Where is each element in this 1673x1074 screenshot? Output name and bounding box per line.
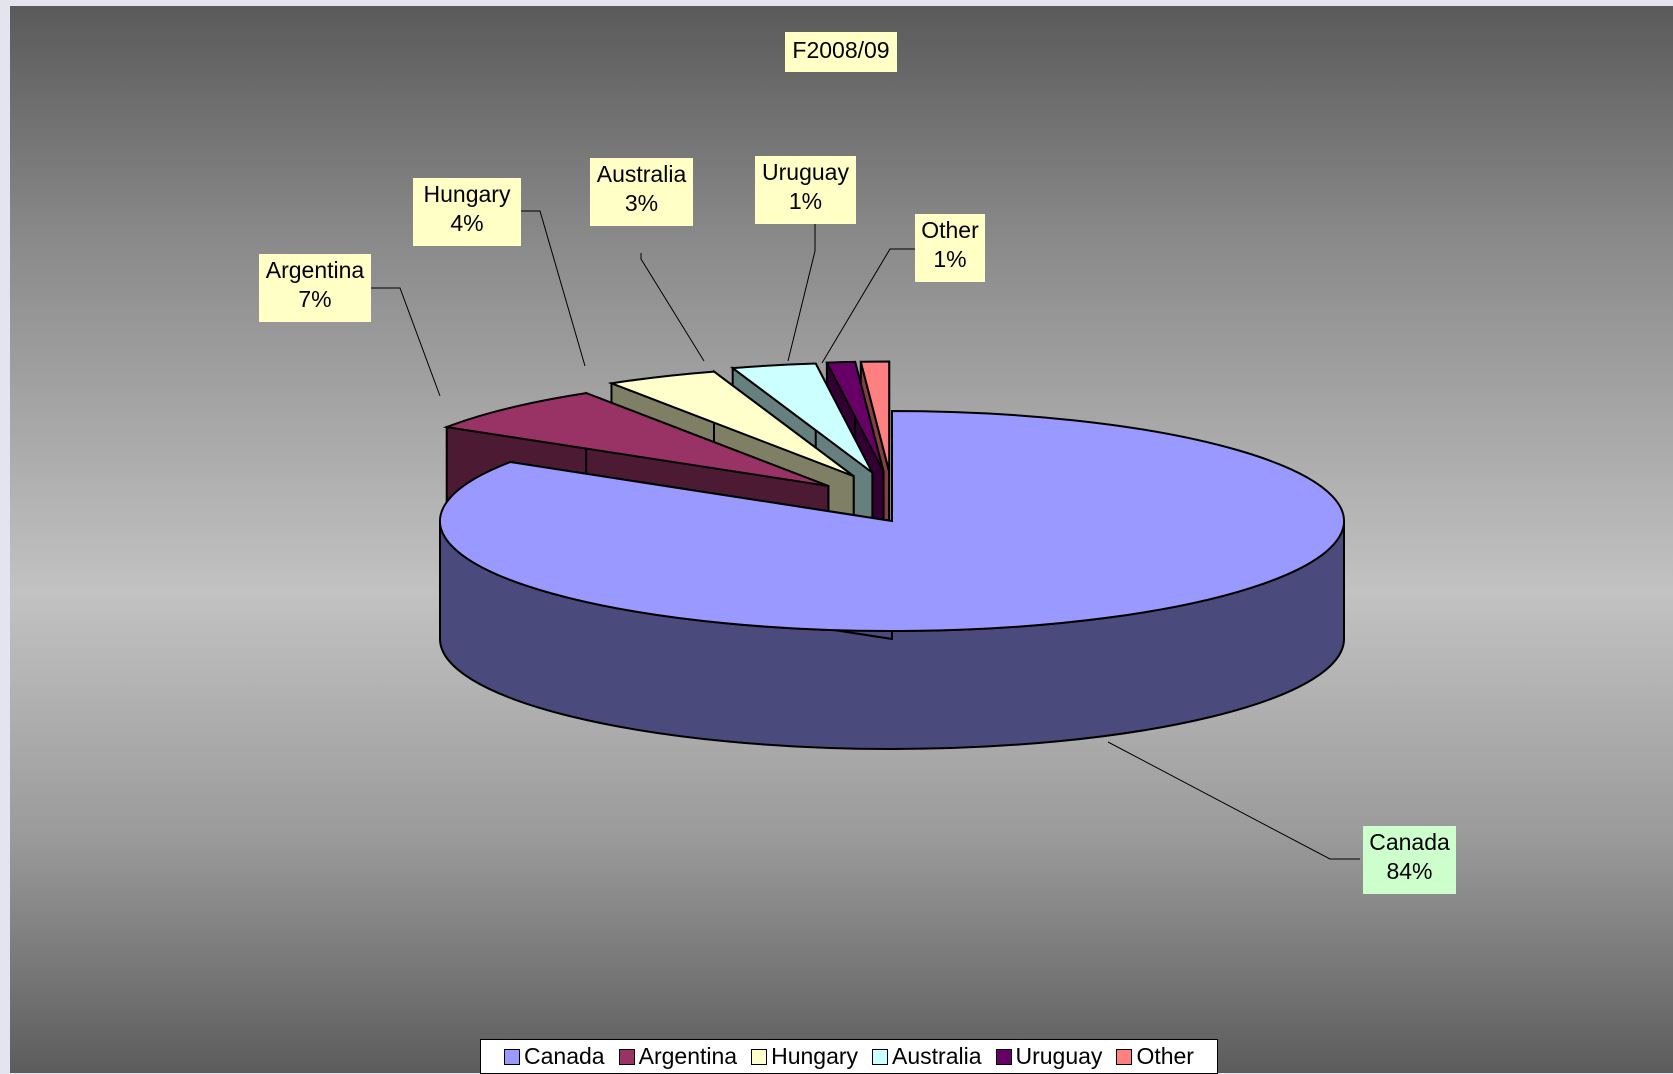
chart-area: F2008/09 Argentina 7% Hungary 4% Austral…	[10, 6, 1673, 1074]
data-label-canada-name: Canada	[1369, 829, 1450, 855]
pie-top-uruguay	[825, 360, 885, 473]
legend-item-other: Other	[1116, 1043, 1194, 1070]
legend-label-hungary: Hungary	[771, 1043, 859, 1069]
data-label-australia-value: 3%	[624, 190, 659, 216]
pie-top-australia	[729, 362, 874, 474]
legend-item-canada: Canada	[504, 1043, 605, 1070]
pie-slices	[439, 360, 1345, 750]
pie-top-argentina	[442, 392, 829, 487]
leader-line-uruguay	[787, 224, 816, 362]
chart-title: F2008/09	[785, 32, 897, 72]
leader-line-australia	[640, 253, 705, 362]
data-label-uruguay-name: Uruguay	[762, 159, 849, 185]
leader-lines	[371, 210, 1360, 860]
legend-swatch-canada	[504, 1048, 521, 1065]
legend-swatch-argentina	[618, 1048, 635, 1065]
data-label-canada: Canada 84%	[1363, 826, 1456, 894]
leader-line-other	[821, 248, 915, 364]
data-label-australia-name: Australia	[596, 161, 687, 187]
data-label-canada-value: 84%	[1386, 858, 1433, 884]
data-label-argentina-value: 7%	[298, 286, 332, 312]
legend-label-australia: Australia	[892, 1043, 982, 1069]
data-label-other: Other 1%	[915, 214, 985, 282]
data-label-uruguay: Uruguay 1%	[755, 156, 856, 224]
pie-top-hungary	[607, 370, 855, 478]
legend-swatch-other	[1116, 1048, 1133, 1065]
data-label-other-name: Other	[921, 217, 979, 243]
leader-line-hungary	[521, 210, 586, 367]
data-label-argentina: Argentina 7%	[259, 254, 371, 322]
data-label-argentina-name: Argentina	[265, 257, 365, 283]
leader-line-canada	[1107, 741, 1360, 860]
legend-swatch-australia	[872, 1048, 889, 1065]
leader-line-argentina	[371, 287, 441, 397]
legend-label-argentina: Argentina	[638, 1043, 738, 1069]
pie-3d	[371, 210, 1360, 860]
pie-top-canada	[439, 409, 1345, 632]
legend-label-canada: Canada	[524, 1043, 605, 1069]
data-label-other-value: 1%	[933, 246, 967, 272]
legend-label-other: Other	[1136, 1043, 1194, 1069]
pie-top-other	[859, 360, 891, 472]
data-label-hungary-name: Hungary	[423, 181, 511, 207]
legend: Canada Argentina Hungary Australia Urugu…	[480, 1039, 1218, 1074]
legend-item-argentina: Argentina	[618, 1043, 738, 1070]
legend-swatch-uruguay	[995, 1048, 1012, 1065]
data-label-hungary: Hungary 4%	[413, 178, 521, 246]
legend-item-hungary: Hungary	[751, 1043, 858, 1070]
data-label-hungary-value: 4%	[450, 210, 484, 236]
legend-swatch-hungary	[751, 1048, 768, 1065]
pie-slice-canada	[439, 409, 1345, 750]
legend-item-uruguay: Uruguay	[995, 1043, 1103, 1070]
data-label-uruguay-value: 1%	[788, 188, 823, 214]
data-label-australia: Australia 3%	[590, 158, 693, 226]
legend-label-uruguay: Uruguay	[1015, 1043, 1103, 1069]
legend-item-australia: Australia	[872, 1043, 982, 1070]
